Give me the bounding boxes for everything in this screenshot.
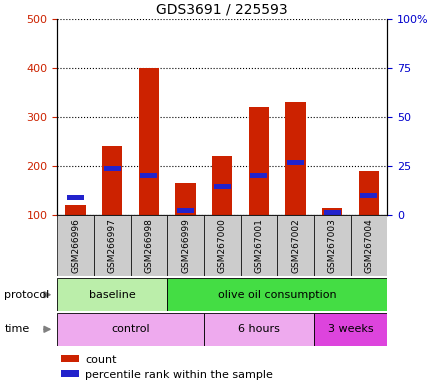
Text: GSM266996: GSM266996 [71,218,80,273]
Bar [67,195,84,200]
Bar [250,174,268,178]
Bar [167,278,387,311]
Text: GSM267003: GSM267003 [328,218,337,273]
Bar [204,313,314,346]
Text: baseline: baseline [89,290,136,300]
Title: GDS3691 / 225593: GDS3691 / 225593 [156,3,288,17]
Text: 3 weeks: 3 weeks [328,324,374,334]
Bar [322,208,342,215]
Bar [167,215,204,276]
Bar [277,215,314,276]
Bar [286,103,306,215]
Bar [324,210,341,215]
Text: percentile rank within the sample: percentile rank within the sample [85,370,273,380]
Bar [241,215,277,276]
Bar [360,193,378,198]
Bar [57,215,94,276]
Text: GSM267000: GSM267000 [218,218,227,273]
Text: GSM266998: GSM266998 [144,218,154,273]
Bar [204,215,241,276]
Bar [314,313,387,346]
Bar [57,313,204,346]
Text: control: control [111,324,150,334]
Bar [287,160,304,165]
Bar [102,147,122,215]
Bar [212,156,232,215]
Bar [177,208,194,213]
Text: count: count [85,355,117,365]
Bar [249,108,269,215]
Bar [140,174,158,178]
Text: GSM266997: GSM266997 [108,218,117,273]
Text: GSM266999: GSM266999 [181,218,190,273]
Text: GSM267004: GSM267004 [364,218,374,273]
Text: 6 hours: 6 hours [238,324,280,334]
Text: protocol: protocol [4,290,50,300]
Bar [314,215,351,276]
Text: GSM267001: GSM267001 [254,218,264,273]
Bar [94,215,131,276]
Bar [57,278,167,311]
Text: GSM267002: GSM267002 [291,218,300,273]
Bar [66,205,86,215]
Text: olive oil consumption: olive oil consumption [218,290,337,300]
Bar [139,68,159,215]
Bar [61,355,79,362]
Bar [61,370,79,377]
Text: time: time [4,324,29,334]
Bar [104,166,121,171]
Bar [359,171,379,215]
Bar [214,184,231,189]
Bar [131,215,167,276]
Bar [351,215,387,276]
Bar [176,183,196,215]
